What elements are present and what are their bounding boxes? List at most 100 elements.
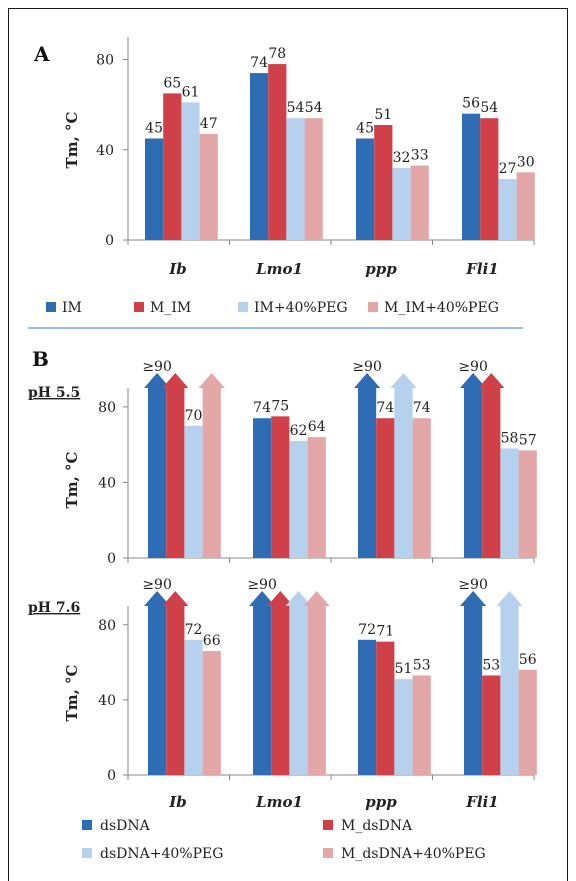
data-label: 74 bbox=[253, 400, 271, 416]
data-label: 74 bbox=[250, 55, 268, 71]
legend-swatch bbox=[238, 302, 248, 312]
bar bbox=[307, 606, 326, 775]
data-label: 72 bbox=[185, 622, 203, 638]
data-label: 32 bbox=[393, 150, 411, 166]
bar bbox=[202, 651, 221, 775]
data-label: 53 bbox=[482, 657, 500, 673]
category-label: ppp bbox=[365, 793, 397, 811]
bar bbox=[145, 138, 164, 240]
bar-arrow bbox=[460, 373, 487, 388]
bar bbox=[148, 388, 167, 558]
bar bbox=[148, 606, 167, 775]
bar-arrow bbox=[162, 373, 189, 388]
bar bbox=[250, 73, 269, 240]
bar bbox=[271, 606, 290, 775]
bar-arrow bbox=[144, 591, 171, 606]
category-label: Fli1 bbox=[465, 793, 498, 811]
legend-swatch bbox=[323, 820, 333, 830]
bar bbox=[271, 416, 290, 558]
bar bbox=[166, 388, 185, 558]
category-label: Fli1 bbox=[465, 260, 498, 278]
bar-arrow bbox=[496, 591, 523, 606]
data-label: 62 bbox=[290, 423, 308, 439]
y-tick-label: 40 bbox=[96, 143, 114, 159]
data-label: 70 bbox=[185, 408, 203, 424]
bar-arrow bbox=[162, 591, 189, 606]
subtitle: pH 5.5 bbox=[28, 385, 80, 401]
y-tick-label: 0 bbox=[105, 233, 114, 249]
y-axis-label: Tm, °C bbox=[63, 111, 81, 168]
category-label: Lmo1 bbox=[255, 260, 303, 278]
bar bbox=[356, 138, 375, 240]
bar bbox=[392, 167, 411, 240]
bar bbox=[482, 675, 501, 775]
bar bbox=[498, 179, 517, 240]
legend-swatch bbox=[82, 820, 92, 830]
bar-arrow bbox=[303, 591, 330, 606]
chart-layer: 0 40 80 Tm, °C 45 74 45 56 65 78 51 54 61 54 32 27 47 54 3… bbox=[28, 37, 537, 862]
data-label: 54 bbox=[480, 100, 498, 116]
bar bbox=[500, 606, 519, 775]
legend-label: M_dsDNA bbox=[341, 818, 413, 834]
data-label: 54 bbox=[287, 100, 305, 116]
bar bbox=[289, 440, 308, 558]
bar bbox=[464, 388, 483, 558]
data-label: 71 bbox=[376, 624, 394, 640]
legend-swatch bbox=[368, 302, 378, 312]
legend-label: M_IM bbox=[150, 300, 191, 316]
data-label: 51 bbox=[395, 661, 413, 677]
data-label: 65 bbox=[163, 75, 181, 91]
data-label: 45 bbox=[145, 121, 163, 137]
bar bbox=[289, 606, 308, 775]
data-label: 64 bbox=[308, 419, 326, 435]
bar bbox=[202, 388, 221, 558]
y-axis-label: Tm, °C bbox=[63, 451, 81, 508]
bar bbox=[184, 425, 203, 558]
bar-arrow bbox=[285, 591, 312, 606]
subtitle: pH 7.6 bbox=[28, 600, 80, 616]
y-tick-label: 80 bbox=[98, 400, 116, 416]
data-label: 53 bbox=[413, 657, 431, 673]
bar bbox=[412, 675, 431, 775]
bar bbox=[518, 450, 537, 558]
data-label: ≥90 bbox=[142, 577, 172, 593]
bar bbox=[166, 606, 185, 775]
legend-swatch bbox=[82, 848, 92, 858]
legend-label: dsDNA bbox=[100, 818, 151, 834]
y-tick-label: 80 bbox=[96, 53, 114, 69]
bar bbox=[181, 102, 200, 241]
bar-arrow bbox=[354, 373, 381, 388]
bar bbox=[307, 437, 326, 558]
data-label: 74 bbox=[376, 400, 394, 416]
legend-label: IM+40%PEG bbox=[254, 300, 348, 316]
data-label: 78 bbox=[268, 46, 286, 62]
legend-swatch bbox=[323, 848, 333, 858]
y-axis-label: Tm, °C bbox=[63, 664, 81, 721]
data-label: 72 bbox=[358, 622, 376, 638]
bar bbox=[184, 639, 203, 775]
panel-a-label: A bbox=[33, 42, 50, 66]
category-label: ppp bbox=[365, 260, 397, 278]
bar bbox=[253, 418, 272, 558]
data-label: 56 bbox=[462, 96, 480, 112]
bar bbox=[376, 641, 395, 775]
bar bbox=[286, 118, 305, 240]
bar bbox=[253, 606, 272, 775]
data-label: 66 bbox=[203, 633, 221, 649]
category-label: Ib bbox=[168, 260, 187, 278]
bar bbox=[410, 165, 429, 240]
bar bbox=[358, 388, 377, 558]
data-label: 58 bbox=[501, 430, 519, 446]
bar bbox=[394, 388, 413, 558]
category-label: Lmo1 bbox=[255, 793, 303, 811]
legend-label: M_dsDNA+40%PEG bbox=[341, 846, 486, 862]
data-label: ≥90 bbox=[247, 577, 277, 593]
bar bbox=[464, 606, 483, 775]
bar bbox=[358, 639, 377, 775]
category-label: Ib bbox=[168, 793, 187, 811]
y-tick-label: 0 bbox=[107, 768, 116, 784]
data-label: 61 bbox=[182, 84, 200, 100]
data-label: 47 bbox=[200, 116, 218, 132]
data-label: ≥90 bbox=[142, 359, 172, 375]
